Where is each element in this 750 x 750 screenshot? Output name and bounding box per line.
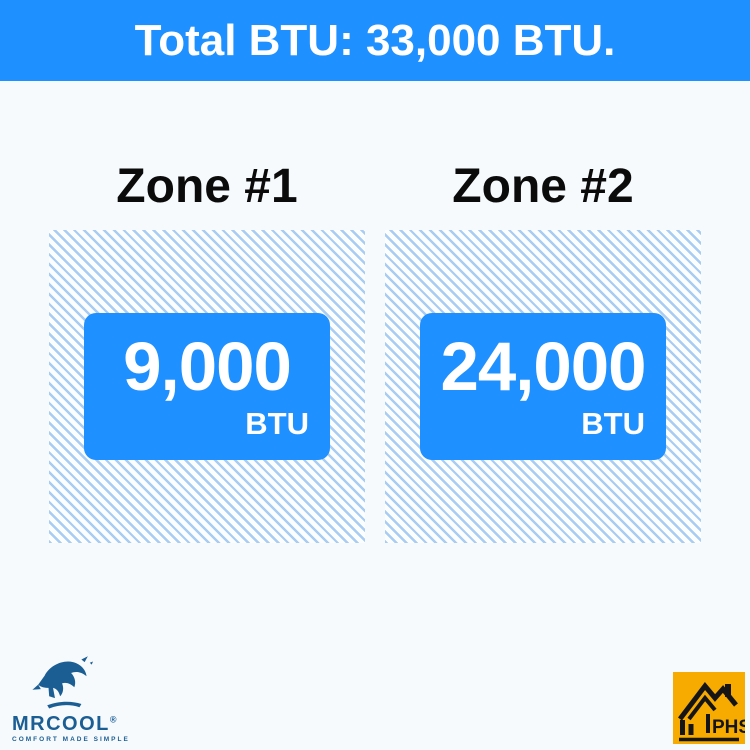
phs-chimney-icon bbox=[725, 684, 731, 697]
zone-1-title: Zone #1 bbox=[116, 160, 298, 213]
mrcool-bear-icon bbox=[32, 656, 93, 709]
phs-label: PHS bbox=[712, 717, 745, 738]
mrcool-logo: MRCOOL® COMFORT MADE SIMPLE bbox=[12, 655, 130, 743]
zone-2-section: Zone #2 24,000 BTU bbox=[385, 81, 701, 544]
zone-1-btu-unit: BTU bbox=[245, 406, 309, 442]
header-title: Total BTU: 33,000 BTU. bbox=[134, 15, 616, 65]
zones-row: Zone #1 9,000 BTU Zone #2 24,000 BTU bbox=[0, 81, 750, 544]
zone-2-stripe-panel: 24,000 BTU bbox=[385, 230, 701, 544]
header-bar: Total BTU: 33,000 BTU. bbox=[0, 0, 750, 81]
zone-1-btu-value: 9,000 bbox=[123, 327, 292, 405]
zone-2-btu-value: 24,000 bbox=[440, 327, 646, 405]
zone-2-btu-card: 24,000 BTU bbox=[420, 313, 666, 461]
phs-logo: PHS bbox=[673, 672, 745, 744]
registered-trademark-icon: ® bbox=[109, 714, 117, 725]
mrcool-wordmark-text: MRCOOL bbox=[12, 713, 110, 735]
mrcool-tagline: COMFORT MADE SIMPLE bbox=[12, 736, 130, 743]
zone-2-btu-unit: BTU bbox=[581, 406, 645, 442]
zone-1-btu-card: 9,000 BTU bbox=[84, 313, 330, 461]
zone-1-stripe-panel: 9,000 BTU bbox=[49, 230, 365, 544]
mrcool-wordmark: MRCOOL® bbox=[12, 713, 117, 735]
zone-2-title: Zone #2 bbox=[452, 160, 634, 213]
zone-1-section: Zone #1 9,000 BTU bbox=[49, 81, 365, 544]
